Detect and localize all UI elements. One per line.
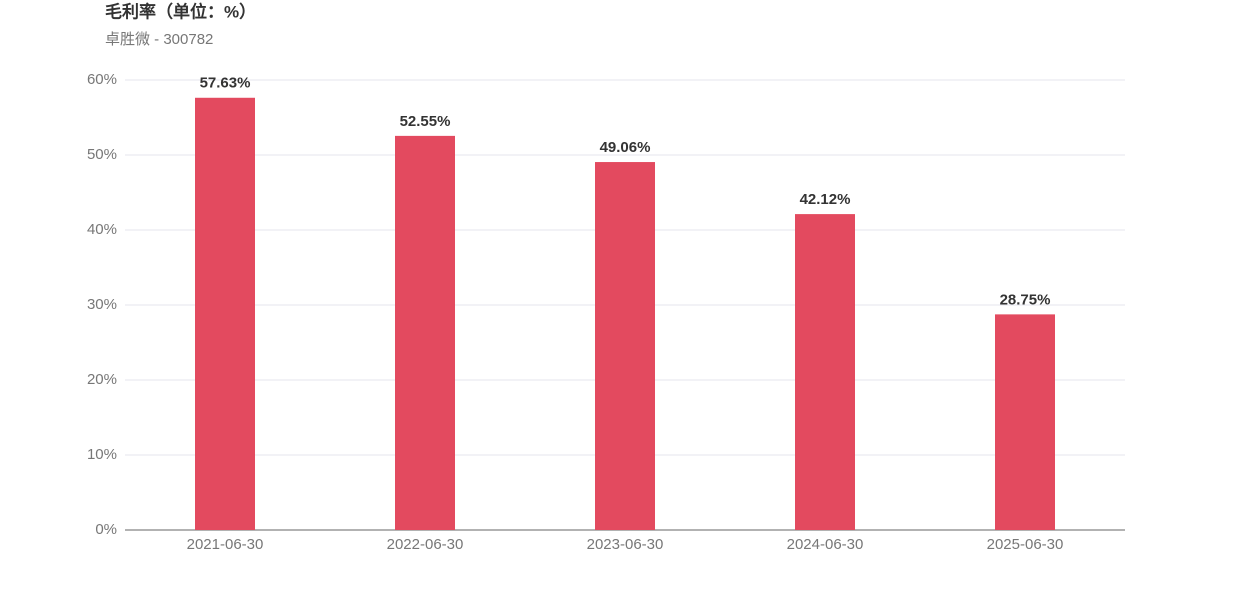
x-tick-label: 2023-06-30 — [587, 536, 664, 553]
y-tick-label: 30% — [87, 296, 117, 313]
bar — [595, 162, 655, 531]
y-tick-label: 40% — [87, 221, 117, 238]
value-label: 57.63% — [200, 75, 251, 92]
y-tick-label: 10% — [87, 446, 117, 463]
x-tick-label: 2025-06-30 — [987, 536, 1064, 553]
y-tick-label: 60% — [87, 71, 117, 88]
chart-subtitle: 卓胜微 - 300782 — [105, 31, 213, 48]
bar — [795, 214, 855, 530]
bar — [195, 97, 255, 531]
chart-title: 毛利率（单位：%） — [105, 1, 256, 21]
y-tick-label: 0% — [95, 521, 117, 538]
x-tick-label: 2021-06-30 — [187, 536, 264, 553]
y-tick-label: 50% — [87, 146, 117, 163]
value-label: 28.75% — [1000, 291, 1051, 308]
bar — [995, 314, 1055, 530]
x-tick-label: 2024-06-30 — [787, 536, 864, 553]
x-tick-label: 2022-06-30 — [387, 536, 464, 553]
value-label: 42.12% — [800, 191, 851, 208]
bar — [395, 135, 455, 530]
y-tick-label: 20% — [87, 371, 117, 388]
value-label: 52.55% — [400, 113, 451, 130]
value-label: 49.06% — [600, 139, 651, 156]
